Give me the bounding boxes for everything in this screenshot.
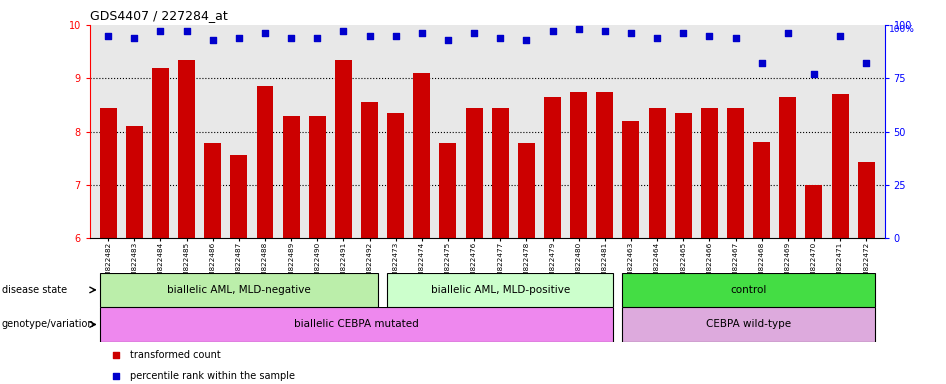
Bar <box>753 142 770 238</box>
Bar <box>178 60 195 238</box>
Bar <box>256 86 273 238</box>
Bar <box>204 143 221 238</box>
Point <box>728 35 744 41</box>
Point <box>100 33 115 39</box>
Text: CEBPA wild-type: CEBPA wild-type <box>706 319 791 329</box>
Point <box>597 28 612 35</box>
Point <box>441 37 456 43</box>
Point <box>571 26 587 32</box>
Point <box>832 33 848 39</box>
Point <box>859 60 874 66</box>
Text: transformed count: transformed count <box>130 350 220 360</box>
Text: GDS4407 / 227284_at: GDS4407 / 227284_at <box>90 9 228 22</box>
Text: disease state: disease state <box>2 285 67 295</box>
Point <box>362 33 377 39</box>
Point <box>388 33 403 39</box>
Text: control: control <box>730 285 767 295</box>
Point <box>675 30 691 36</box>
Point <box>205 37 220 43</box>
Bar <box>99 307 613 342</box>
Bar <box>361 102 378 238</box>
Text: biallelic AML, MLD-negative: biallelic AML, MLD-negative <box>167 285 310 295</box>
Bar <box>492 108 509 238</box>
Text: percentile rank within the sample: percentile rank within the sample <box>130 371 294 381</box>
Text: biallelic CEBPA mutated: biallelic CEBPA mutated <box>294 319 419 329</box>
Point <box>623 30 639 36</box>
Bar <box>622 273 875 307</box>
Point <box>153 28 168 35</box>
Bar <box>283 116 300 238</box>
Bar <box>517 143 534 238</box>
Bar <box>727 108 744 238</box>
Point <box>650 35 665 41</box>
Point <box>545 28 560 35</box>
Bar <box>596 91 613 238</box>
Bar <box>308 116 325 238</box>
Point <box>336 28 351 35</box>
Bar <box>649 108 666 238</box>
Bar <box>335 60 352 238</box>
Bar <box>780 97 797 238</box>
Point <box>702 33 717 39</box>
Bar <box>701 108 718 238</box>
Point <box>780 30 796 36</box>
Bar <box>544 97 561 238</box>
Bar <box>413 73 430 238</box>
Point <box>754 60 769 66</box>
Bar <box>152 68 169 238</box>
Point <box>231 35 246 41</box>
Bar <box>805 185 822 238</box>
Point <box>127 35 142 41</box>
Bar <box>465 108 482 238</box>
Point <box>414 30 429 36</box>
Text: biallelic AML, MLD-positive: biallelic AML, MLD-positive <box>430 285 569 295</box>
Bar <box>674 113 692 238</box>
Bar <box>126 126 143 238</box>
Bar <box>387 273 613 307</box>
Bar <box>832 94 849 238</box>
Bar <box>99 273 378 307</box>
Point <box>518 37 534 43</box>
Bar <box>231 156 247 238</box>
Point <box>284 35 299 41</box>
Bar <box>858 162 875 238</box>
Point <box>179 28 194 35</box>
Point <box>493 35 508 41</box>
Point <box>257 30 272 36</box>
Point <box>109 352 124 358</box>
Point <box>309 35 324 41</box>
Bar <box>387 113 404 238</box>
Bar <box>440 143 457 238</box>
Bar <box>570 91 587 238</box>
Text: genotype/variation: genotype/variation <box>2 319 95 329</box>
Point <box>466 30 482 36</box>
Bar <box>622 307 875 342</box>
Point <box>806 71 821 77</box>
Text: 100%: 100% <box>889 25 915 34</box>
Bar <box>99 108 116 238</box>
Bar <box>622 121 639 238</box>
Point <box>109 373 124 379</box>
